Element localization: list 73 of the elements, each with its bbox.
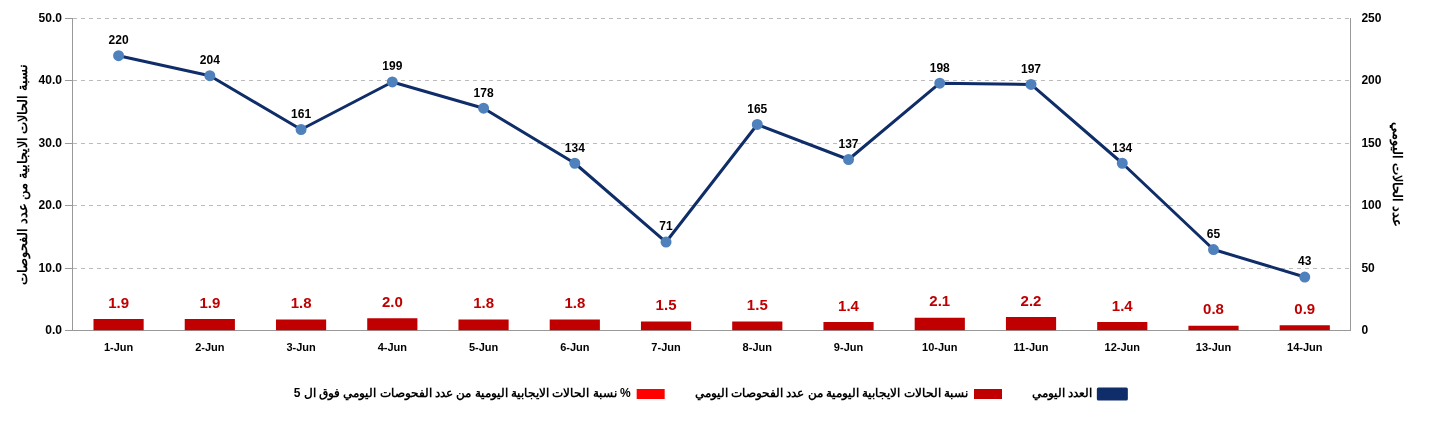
bar (1188, 325, 1239, 331)
data-label: 0.9 (1294, 299, 1316, 317)
data-label: 199 (382, 59, 403, 74)
bar (184, 318, 235, 331)
x-tick-label: 10-Jun (922, 341, 958, 354)
data-label: 161 (291, 106, 312, 121)
y2-tick-label: 250 (1361, 10, 1382, 25)
x-tick-label: 13-Jun (1195, 341, 1232, 354)
x-tick-label: 3-Jun (286, 341, 317, 354)
data-label: 204 (199, 53, 221, 68)
y2-tick-label: 100 (1361, 198, 1382, 213)
y-axis-title: نسبة الحالات الايجابية من عدد الفحوصات (15, 63, 32, 286)
x-tick-label: 7-Jun (651, 341, 681, 354)
y2-tick-label: 50 (1361, 260, 1376, 275)
x-tick-label: 4-Jun (377, 341, 408, 354)
bar (275, 319, 327, 331)
data-label: 0.8 (1203, 300, 1224, 318)
x-tick-label: 8-Jun (742, 341, 773, 354)
data-label: 134 (1112, 140, 1133, 155)
data-label: 1.4 (838, 296, 860, 314)
x-tick-label: 12-Jun (1104, 341, 1141, 354)
data-label: 220 (108, 33, 129, 48)
data-label: 198 (929, 60, 951, 75)
y-tick-label: 0.0 (45, 323, 63, 338)
x-tick-label: 5-Jun (468, 341, 499, 354)
data-label: 134 (564, 140, 586, 155)
data-label: 178 (473, 85, 494, 100)
data-label: 1.4 (1111, 296, 1134, 314)
y-tick-label: 20.0 (38, 198, 63, 213)
bar (732, 321, 783, 331)
legend-label: العدد اليومي (1032, 386, 1093, 402)
bar (1279, 325, 1330, 331)
y-tick-label: 50.0 (38, 10, 63, 25)
y-tick-label: 30.0 (38, 135, 63, 150)
legend-label: نسبة الحالات الايجابية اليومية من عدد الفحوصات اليومي (694, 386, 969, 402)
data-label: 197 (1021, 61, 1042, 76)
y-tick-label: 40.0 (38, 73, 63, 88)
data-label: 137 (838, 136, 859, 151)
x-tick-label: 6-Jun (560, 341, 590, 354)
data-label: 2.1 (929, 292, 951, 310)
data-label: 1.9 (108, 293, 130, 311)
data-label: 1.5 (746, 296, 768, 314)
data-label: 1.9 (199, 293, 221, 311)
y2-tick-label: 0 (1361, 323, 1369, 338)
y2-tick-label: 200 (1361, 73, 1382, 88)
bar (367, 318, 418, 331)
data-label: 71 (659, 219, 674, 234)
y2-axis-title: عدد الحالات اليومي (1388, 122, 1405, 227)
bar (93, 318, 144, 331)
bar (549, 319, 600, 331)
data-label: 2.0 (381, 292, 403, 310)
legend-label: نسبة الحالات الايجابية اليومية من عدد الفحوصات اليومي فوق ال 5 % (293, 386, 631, 402)
data-label: 1.8 (564, 294, 586, 312)
x-tick-label: 14-Jun (1287, 341, 1323, 354)
x-tick-label: 9-Jun (833, 341, 864, 354)
data-label: 2.2 (1020, 291, 1042, 309)
x-tick-label: 11-Jun (1013, 341, 1049, 354)
data-label: 65 (1206, 226, 1221, 241)
data-label: 1.8 (290, 294, 312, 312)
y2-tick-label: 150 (1361, 135, 1382, 150)
bar (914, 317, 965, 331)
bar (640, 321, 692, 331)
bar (1005, 317, 1057, 331)
x-tick-label: 1-Jun (103, 341, 134, 354)
data-label: 43 (1298, 254, 1312, 269)
bar (823, 322, 874, 331)
bar (458, 319, 509, 331)
x-tick-label: 2-Jun (195, 341, 225, 354)
data-label: 1.5 (655, 296, 677, 314)
data-label: 165 (747, 101, 768, 116)
data-label: 1.8 (473, 294, 494, 312)
bar (1097, 322, 1148, 331)
y-tick-label: 10.0 (38, 260, 63, 275)
